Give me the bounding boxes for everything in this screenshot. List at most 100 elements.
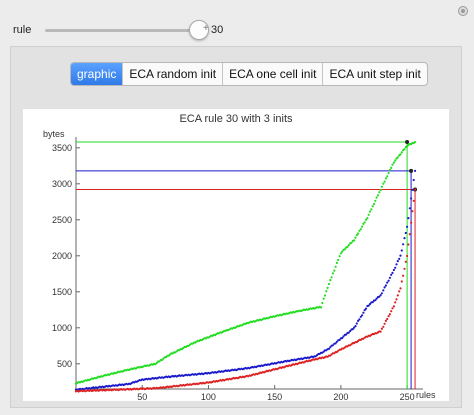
data-point (408, 233, 411, 236)
data-point (379, 294, 382, 297)
tab-eca-unit-step-init[interactable]: ECA unit step init (329, 67, 421, 81)
data-point (334, 342, 337, 345)
data-point (346, 245, 349, 248)
data-point (390, 166, 393, 169)
data-point (354, 236, 357, 239)
tab-eca-random-init[interactable]: ECA random init (123, 63, 224, 85)
y-tick-label: 3500 (52, 143, 72, 153)
data-point (338, 338, 341, 341)
data-point (358, 318, 361, 321)
data-point (368, 302, 372, 306)
data-point (391, 163, 394, 166)
data-point (158, 360, 161, 363)
data-point (378, 295, 381, 298)
data-point (395, 263, 398, 266)
data-point (343, 248, 346, 251)
rule-slider[interactable] (45, 29, 199, 32)
data-point (387, 172, 390, 175)
data-point (353, 326, 356, 329)
data-point (392, 161, 395, 164)
data-point (339, 252, 342, 255)
options-button[interactable] (458, 6, 468, 16)
x-tick-label: 100 (201, 392, 216, 401)
data-point (387, 315, 390, 318)
data-point (363, 309, 366, 312)
data-point (403, 148, 406, 151)
data-point (384, 177, 387, 180)
data-point (388, 313, 391, 316)
data-point (380, 327, 383, 330)
data-point (390, 310, 393, 313)
data-point (390, 273, 393, 276)
y-tick-label: 3000 (52, 179, 72, 189)
data-point (367, 213, 370, 216)
rule-slider-thumb[interactable] (189, 20, 209, 40)
data-point (407, 217, 410, 220)
data-point (394, 301, 397, 304)
data-point (359, 315, 362, 318)
data-point (399, 287, 402, 290)
data-point (367, 304, 370, 307)
data-point (363, 221, 366, 224)
data-point (383, 180, 386, 183)
data-point (358, 229, 361, 232)
x-tick-label: 250 (400, 392, 415, 401)
data-point (413, 140, 417, 144)
data-point (403, 267, 406, 270)
data-point (323, 294, 327, 297)
data-point (413, 188, 417, 191)
data-point (383, 286, 386, 289)
data-point (361, 314, 364, 317)
data-point (350, 241, 353, 244)
data-point (335, 340, 338, 343)
data-point (412, 199, 415, 202)
data-point (400, 280, 403, 283)
view-tabs: graphic ECA random init ECA one cell ini… (70, 62, 428, 86)
data-point (327, 282, 331, 286)
data-point (396, 294, 399, 297)
data-point (331, 344, 334, 347)
data-point (384, 319, 387, 322)
chart-area: ECA rule 30 with 3 inits bytes rules 50 1… (23, 109, 449, 402)
data-point (382, 289, 385, 292)
data-point (388, 276, 391, 279)
data-point (353, 239, 356, 242)
data-point (380, 185, 383, 188)
rule-value: 30 (211, 24, 224, 36)
data-point (342, 335, 345, 338)
data-point (364, 307, 368, 310)
y-tick-label: 1000 (52, 323, 72, 333)
data-point (349, 329, 352, 333)
data-point (388, 168, 391, 172)
data-point (345, 333, 348, 336)
y-tick-label: 2000 (52, 251, 72, 261)
data-point (403, 237, 406, 240)
data-point (374, 199, 377, 202)
tab-eca-one-cell-init[interactable]: ECA one cell init (223, 63, 324, 85)
chart-title: ECA rule 30 with 3 inits (179, 113, 293, 125)
data-point (404, 260, 407, 263)
data-point (411, 210, 414, 213)
data-point (335, 261, 338, 264)
data-point (382, 182, 385, 185)
data-point (376, 194, 380, 197)
data-point (329, 346, 332, 349)
y-tick-label: 500 (57, 359, 72, 369)
data-point (333, 269, 336, 272)
tab-graphic[interactable]: graphic (71, 63, 124, 85)
data-point (372, 202, 376, 206)
data-point (407, 243, 410, 246)
data-point (334, 265, 337, 268)
data-point (379, 330, 382, 333)
slider-expand-icon[interactable]: + (203, 23, 209, 34)
x-tick-label: 50 (137, 392, 147, 401)
data-point (341, 250, 344, 253)
rule-chart: ECA rule 30 with 3 inits bytes rules 50 1… (43, 113, 436, 402)
data-point (379, 188, 382, 192)
data-point (394, 159, 397, 162)
data-point (341, 336, 344, 340)
data-point (400, 151, 403, 154)
x-axis-label: rules (416, 390, 436, 400)
data-point (386, 175, 389, 178)
data-point (383, 322, 386, 325)
